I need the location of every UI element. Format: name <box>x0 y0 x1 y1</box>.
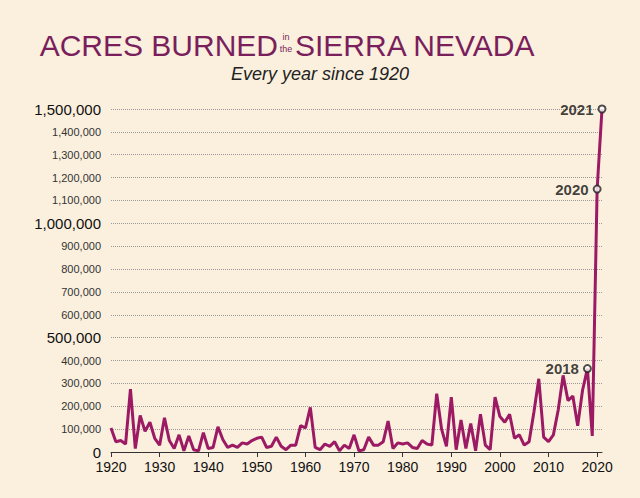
svg-text:2010: 2010 <box>533 459 564 475</box>
svg-text:300,000: 300,000 <box>61 377 101 389</box>
svg-text:1940: 1940 <box>193 459 224 475</box>
svg-text:1970: 1970 <box>338 459 369 475</box>
svg-text:2018: 2018 <box>546 360 579 377</box>
svg-text:1930: 1930 <box>144 459 175 475</box>
svg-text:600,000: 600,000 <box>61 309 101 321</box>
svg-text:1960: 1960 <box>290 459 321 475</box>
svg-text:1,200,000: 1,200,000 <box>52 172 101 184</box>
svg-text:900,000: 900,000 <box>61 240 101 252</box>
svg-text:in: in <box>282 32 289 42</box>
svg-text:the: the <box>280 44 293 54</box>
svg-text:1,000,000: 1,000,000 <box>34 215 101 232</box>
svg-text:800,000: 800,000 <box>61 263 101 275</box>
svg-text:1,100,000: 1,100,000 <box>52 194 101 206</box>
svg-text:400,000: 400,000 <box>61 355 101 367</box>
svg-text:700,000: 700,000 <box>61 286 101 298</box>
svg-text:1950: 1950 <box>241 459 272 475</box>
svg-text:0: 0 <box>93 444 101 461</box>
svg-text:2020: 2020 <box>555 181 588 198</box>
svg-text:100,000: 100,000 <box>61 423 101 435</box>
svg-text:Every year since 1920: Every year since 1920 <box>231 64 409 84</box>
svg-text:2000: 2000 <box>484 459 515 475</box>
svg-text:ACRES BURNED: ACRES BURNED <box>40 29 278 62</box>
svg-text:1990: 1990 <box>436 459 467 475</box>
svg-text:2020: 2020 <box>582 459 613 475</box>
svg-text:1920: 1920 <box>95 459 126 475</box>
svg-text:500,000: 500,000 <box>47 329 101 346</box>
svg-text:SIERRA NEVADA: SIERRA NEVADA <box>295 29 535 62</box>
svg-text:200,000: 200,000 <box>61 400 101 412</box>
svg-text:1,300,000: 1,300,000 <box>52 149 101 161</box>
svg-text:2021: 2021 <box>560 101 593 118</box>
svg-text:1,500,000: 1,500,000 <box>34 101 101 118</box>
svg-text:1,400,000: 1,400,000 <box>52 126 101 138</box>
svg-text:1980: 1980 <box>387 459 418 475</box>
